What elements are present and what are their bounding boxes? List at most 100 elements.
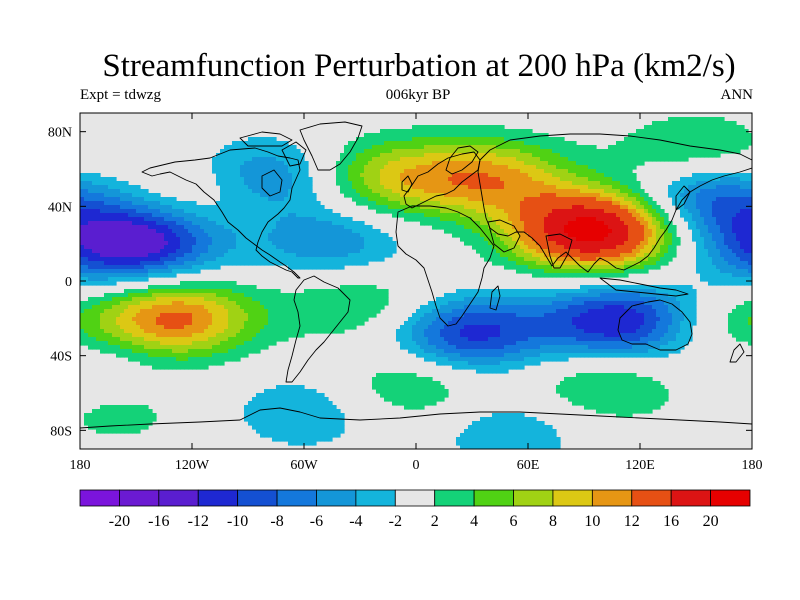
field-cell — [344, 225, 349, 230]
field-cell — [624, 261, 629, 266]
field-cell — [288, 189, 293, 194]
field-cell — [404, 133, 409, 138]
field-cell — [308, 213, 313, 218]
field-cell — [144, 269, 149, 274]
field-cell — [720, 201, 725, 206]
field-cell — [184, 209, 189, 214]
field-cell — [504, 153, 509, 158]
field-cell — [176, 201, 181, 206]
field-cell — [88, 221, 93, 226]
field-cell — [536, 245, 541, 250]
field-cell — [376, 133, 381, 138]
field-cell — [532, 173, 537, 178]
field-cell — [716, 197, 721, 202]
field-cell — [576, 249, 581, 254]
field-cell — [260, 241, 265, 246]
field-cell — [564, 185, 569, 190]
field-cell — [252, 185, 257, 190]
field-cell — [344, 177, 349, 182]
field-cell — [636, 129, 641, 134]
field-cell — [488, 197, 493, 202]
field-cell — [368, 169, 373, 174]
field-cell — [244, 149, 249, 154]
field-cell — [536, 193, 541, 198]
field-cell — [476, 249, 481, 254]
field-cell — [272, 257, 277, 262]
field-cell — [156, 253, 161, 258]
field-cell — [244, 201, 249, 206]
field-cell — [132, 233, 137, 238]
field-cell — [624, 249, 629, 254]
field-cell — [204, 241, 209, 246]
field-cell — [376, 201, 381, 206]
field-cell — [160, 285, 165, 290]
field-cell — [744, 213, 749, 218]
field-cell — [256, 153, 261, 158]
field-cell — [232, 221, 237, 226]
field-cell — [444, 129, 449, 134]
field-cell — [488, 189, 493, 194]
field-cell — [616, 261, 621, 266]
field-cell — [132, 185, 137, 190]
field-cell — [432, 141, 437, 146]
field-cell — [336, 289, 341, 294]
field-cell — [632, 237, 637, 242]
field-cell — [348, 193, 353, 198]
field-cell — [124, 277, 129, 282]
field-cell — [472, 153, 477, 158]
field-cell — [388, 209, 393, 214]
field-cell — [212, 229, 217, 234]
field-cell — [524, 145, 529, 150]
field-cell — [296, 189, 301, 194]
field-cell — [316, 229, 321, 234]
field-cell — [632, 249, 637, 254]
field-cell — [484, 249, 489, 254]
field-cell — [304, 205, 309, 210]
field-cell — [116, 217, 121, 222]
field-cell — [640, 201, 645, 206]
field-cell — [84, 233, 89, 238]
field-cell — [108, 249, 113, 254]
field-cell — [560, 209, 565, 214]
field-cell — [668, 245, 673, 250]
field-cell — [688, 145, 693, 150]
field-cell — [692, 149, 697, 154]
field-cell — [680, 125, 685, 130]
field-cell — [376, 165, 381, 170]
field-cell — [468, 153, 473, 158]
field-cell — [716, 237, 721, 242]
field-cell — [332, 217, 337, 222]
field-cell — [708, 137, 713, 142]
field-cell — [188, 269, 193, 274]
field-cell — [196, 249, 201, 254]
field-cell — [728, 225, 733, 230]
field-cell — [500, 193, 505, 198]
field-cell — [380, 149, 385, 154]
field-cell — [560, 289, 565, 294]
field-cell — [368, 257, 373, 262]
field-cell — [204, 249, 209, 254]
field-cell — [704, 189, 709, 194]
field-cell — [384, 145, 389, 150]
field-cell — [276, 201, 281, 206]
field-cell — [324, 209, 329, 214]
field-cell — [84, 217, 89, 222]
field-cell — [652, 253, 657, 258]
field-cell — [492, 233, 497, 238]
field-cell — [360, 185, 365, 190]
field-cell — [92, 229, 97, 234]
field-cell — [184, 213, 189, 218]
field-cell — [168, 289, 173, 294]
field-cell — [556, 157, 561, 162]
field-cell — [348, 233, 353, 238]
field-cell — [516, 249, 521, 254]
field-cell — [584, 229, 589, 234]
field-cell — [156, 261, 161, 266]
field-cell — [568, 145, 573, 150]
field-cell — [612, 189, 617, 194]
field-cell — [400, 213, 405, 218]
field-cell — [328, 209, 333, 214]
field-cell — [300, 249, 305, 254]
field-cell — [456, 217, 461, 222]
field-cell — [472, 137, 477, 142]
